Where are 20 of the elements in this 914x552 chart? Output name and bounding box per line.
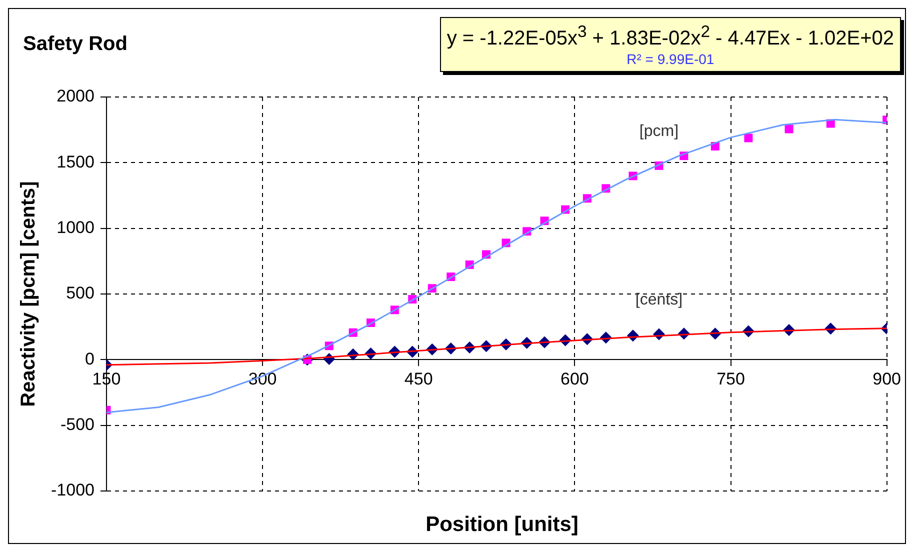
y-axis-title: Reactivity [pcm] [cents] [18, 181, 40, 407]
y-tick-label: -1000 [50, 480, 94, 500]
y-tick-label: 500 [66, 284, 94, 303]
y-tick-label: -500 [60, 415, 94, 434]
y-tick-label: 0 [85, 349, 94, 368]
point [744, 134, 753, 142]
point [784, 124, 794, 134]
series-label: [pcm] [639, 123, 679, 140]
x-axis-title: Position [units] [424, 513, 580, 537]
series-label: [cents] [635, 292, 683, 309]
y-tick-label: 1500 [56, 152, 94, 172]
x-tick-label: 450 [404, 370, 433, 389]
y-tick-label: 1000 [56, 218, 94, 238]
x-tick-label: 600 [560, 370, 589, 389]
x-tick-label: 750 [716, 370, 745, 389]
x-tick-label: 900 [872, 370, 902, 389]
chart-title: Safety Rod [23, 33, 128, 56]
x-tick-label: 300 [248, 370, 277, 389]
equation-box: y = -1.22E-05x$^{3}$ + 1.83E-02x$^{2}$ - 4.47Ex - 1.02E+02 R² = 9.99E-01 [440, 17, 901, 72]
y-tick-label: 2000 [56, 86, 94, 106]
